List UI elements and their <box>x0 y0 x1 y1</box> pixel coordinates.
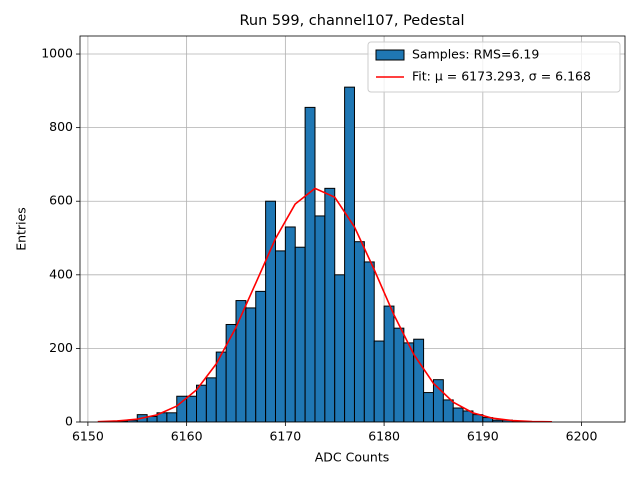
axes-frame <box>79 35 626 423</box>
legend-label: Samples: RMS=6.19 <box>412 47 539 62</box>
marks <box>97 86 552 422</box>
bar <box>245 307 257 422</box>
fit-line <box>97 187 552 422</box>
chart-title: Run 599, channel107, Pedestal <box>239 13 464 29</box>
bar <box>353 241 365 422</box>
legend-label: Fit: μ = 6173.293, σ = 6.168 <box>412 69 591 84</box>
bar <box>225 323 237 422</box>
y-axis-label: Entries <box>14 207 29 251</box>
x-tick-label: 6170 <box>269 429 301 444</box>
y-tick-label: 600 <box>49 193 73 208</box>
x-axis-label: ADC Counts <box>315 450 390 465</box>
bar <box>186 395 198 422</box>
bar <box>432 379 444 422</box>
bar <box>344 86 355 422</box>
bar <box>196 384 207 422</box>
bar <box>205 377 217 422</box>
bar <box>284 226 296 422</box>
bar <box>274 250 286 422</box>
bar <box>383 305 395 422</box>
bar <box>166 412 178 422</box>
legend-swatch <box>375 49 405 61</box>
bar <box>413 338 425 422</box>
y-tick-label: 800 <box>49 119 73 134</box>
x-tick-label: 6200 <box>566 429 598 444</box>
bar <box>393 327 405 422</box>
bar <box>442 399 454 422</box>
bar <box>235 300 247 422</box>
bar <box>373 340 385 422</box>
y-tick-label: 0 <box>65 414 73 429</box>
bar <box>314 215 326 422</box>
y-tick-label: 1000 <box>41 46 73 61</box>
bar <box>304 106 316 422</box>
bar <box>334 274 346 422</box>
bar <box>423 392 434 422</box>
x-tick-label: 6150 <box>72 429 104 444</box>
y-tick-label: 400 <box>49 266 73 281</box>
x-tick-label: 6190 <box>467 429 499 444</box>
bar <box>294 246 306 422</box>
x-tick-label: 6160 <box>171 429 203 444</box>
x-tick-label: 6180 <box>368 429 400 444</box>
plot-area: 6150 6160 6170 6180 6190 6200 0 200 400 600 800 100… <box>41 35 626 444</box>
y-tick-label: 200 <box>49 340 73 355</box>
bar <box>452 407 464 422</box>
bar <box>403 342 415 422</box>
bar <box>255 290 267 422</box>
legend-box <box>367 41 621 93</box>
bar <box>363 261 375 422</box>
bar <box>324 187 336 422</box>
bar <box>265 200 276 422</box>
